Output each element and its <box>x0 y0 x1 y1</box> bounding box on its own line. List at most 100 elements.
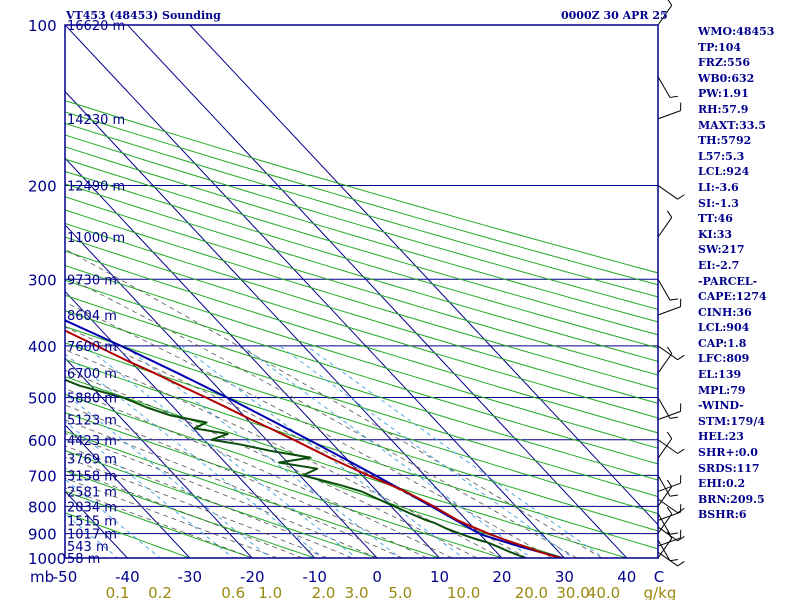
chart-frame <box>64 24 659 559</box>
dry-adiabat-line <box>65 512 192 558</box>
mixing-ratio-label: 20.0 <box>515 584 548 600</box>
wind-barb <box>657 397 671 419</box>
pressure-tick-label: 900 <box>28 526 57 544</box>
temperature-tick-label: 0 <box>372 568 382 586</box>
height-label: 9730 m <box>67 273 117 288</box>
wind-barb-feather <box>666 210 673 218</box>
wind-barb-feather <box>677 507 685 514</box>
mixing-ratio-line <box>279 345 574 558</box>
dry-adiabat-line <box>65 376 629 558</box>
dewpoint-profile-line <box>65 378 529 558</box>
chart-profiles <box>65 319 566 558</box>
chart-grid <box>65 25 658 558</box>
height-label: 16620 m <box>67 19 125 34</box>
wind-barb <box>657 486 673 507</box>
wind-barb <box>657 498 678 514</box>
index-item: EHI:0.2 <box>698 477 746 491</box>
height-label: 2034 m <box>67 500 117 515</box>
wind-barb <box>657 539 671 561</box>
mixing-ratio-label: 5.0 <box>388 584 412 600</box>
moist-adiabat-line <box>65 349 503 558</box>
dry-adiabat-line <box>65 111 658 286</box>
isotherm-line <box>65 423 191 558</box>
height-label: 5123 m <box>67 414 117 429</box>
index-item: EI:-2.7 <box>698 258 740 272</box>
sounding-time: 0000Z 30 APR 25 <box>561 9 668 22</box>
pressure-tick-label: 600 <box>28 432 57 450</box>
temperature-tick-label: -10 <box>302 568 327 586</box>
wind-barb-feather <box>677 535 685 542</box>
dry-adiabat-line <box>65 412 504 558</box>
dry-adiabat-line <box>65 430 442 558</box>
mixing-ratio-label: 40.0 <box>587 584 620 600</box>
wind-barb <box>657 353 673 374</box>
index-item: MPL:79 <box>698 383 746 397</box>
wind-barb <box>657 76 671 98</box>
mixing-ratio-label: 3.0 <box>345 584 369 600</box>
wind-barb <box>657 217 673 238</box>
height-label: 14230 m <box>67 113 125 128</box>
pressure-unit-label: mb <box>30 568 54 586</box>
temperature-tick-label: -30 <box>178 568 203 586</box>
isotherm-line <box>65 157 441 558</box>
index-item: LFC:809 <box>698 352 750 366</box>
wind-barb-column <box>657 0 685 567</box>
wind-barb <box>657 551 678 567</box>
moist-adiabat-line <box>65 301 553 558</box>
wind-barb <box>657 537 681 547</box>
pressure-tick-label: 500 <box>28 390 57 408</box>
dry-adiabat-line <box>65 122 658 298</box>
index-item: SHR+:0.0 <box>698 446 758 460</box>
temperature-tick-label: C <box>654 568 664 586</box>
index-item: CINH:36 <box>698 305 752 319</box>
moist-adiabat-line <box>65 326 528 558</box>
wind-barb <box>657 438 673 459</box>
dry-adiabat-line <box>65 196 658 376</box>
pressure-tick-label: 100 <box>28 17 57 35</box>
pressure-tick-label: 400 <box>28 338 57 356</box>
index-item: TH:5792 <box>698 134 752 148</box>
index-item: CAPE:1274 <box>698 290 767 304</box>
dry-adiabat-line <box>65 170 658 349</box>
temperature-profile-line <box>65 329 566 558</box>
mixing-ratio-line <box>306 345 605 558</box>
index-item: STM:179/4 <box>698 414 765 428</box>
height-label: 11000 m <box>67 231 125 246</box>
dry-adiabat-line <box>65 450 379 558</box>
dry-adiabat-line <box>65 264 658 449</box>
dry-adiabat-line <box>65 250 658 434</box>
index-item: BRN:209.5 <box>698 492 765 506</box>
moist-adiabat-line <box>65 456 328 558</box>
index-item: TP:104 <box>698 40 742 54</box>
isotherm-line <box>65 290 316 558</box>
index-item: WMO:48453 <box>698 25 775 38</box>
mixing-ratio-line <box>124 345 402 558</box>
height-label: 6700 m <box>67 367 117 382</box>
dry-adiabat-line <box>65 279 658 465</box>
temperature-tick-label: -40 <box>115 568 140 586</box>
dry-adiabat-line <box>65 158 658 336</box>
wind-barb-feather <box>669 95 678 98</box>
isotherm-line <box>126 25 628 558</box>
mixing-ratio-label: 0.2 <box>148 584 172 600</box>
dry-adiabat-line <box>65 490 254 558</box>
index-item: -PARCEL- <box>698 274 758 288</box>
wind-barb-feather <box>669 416 678 419</box>
pressure-tick-label: 1000 <box>28 550 66 568</box>
moist-adiabat-line <box>65 433 378 558</box>
wind-barb <box>657 513 671 535</box>
dry-adiabat-line <box>65 100 658 274</box>
mixing-ratio-line <box>65 392 272 558</box>
moist-adiabat-line <box>65 477 278 558</box>
height-label: 3158 m <box>67 469 117 484</box>
wind-barb <box>657 538 673 559</box>
index-item: -WIND- <box>698 399 744 413</box>
index-item: LI:-3.6 <box>698 180 739 194</box>
dry-adiabat-line <box>65 222 658 404</box>
wind-barb-feather <box>677 354 685 361</box>
index-item: LCL:924 <box>698 165 750 179</box>
temperature-tick-label: 30 <box>555 568 574 586</box>
wind-barb-feather <box>677 194 685 200</box>
isotherm-line <box>65 90 503 558</box>
